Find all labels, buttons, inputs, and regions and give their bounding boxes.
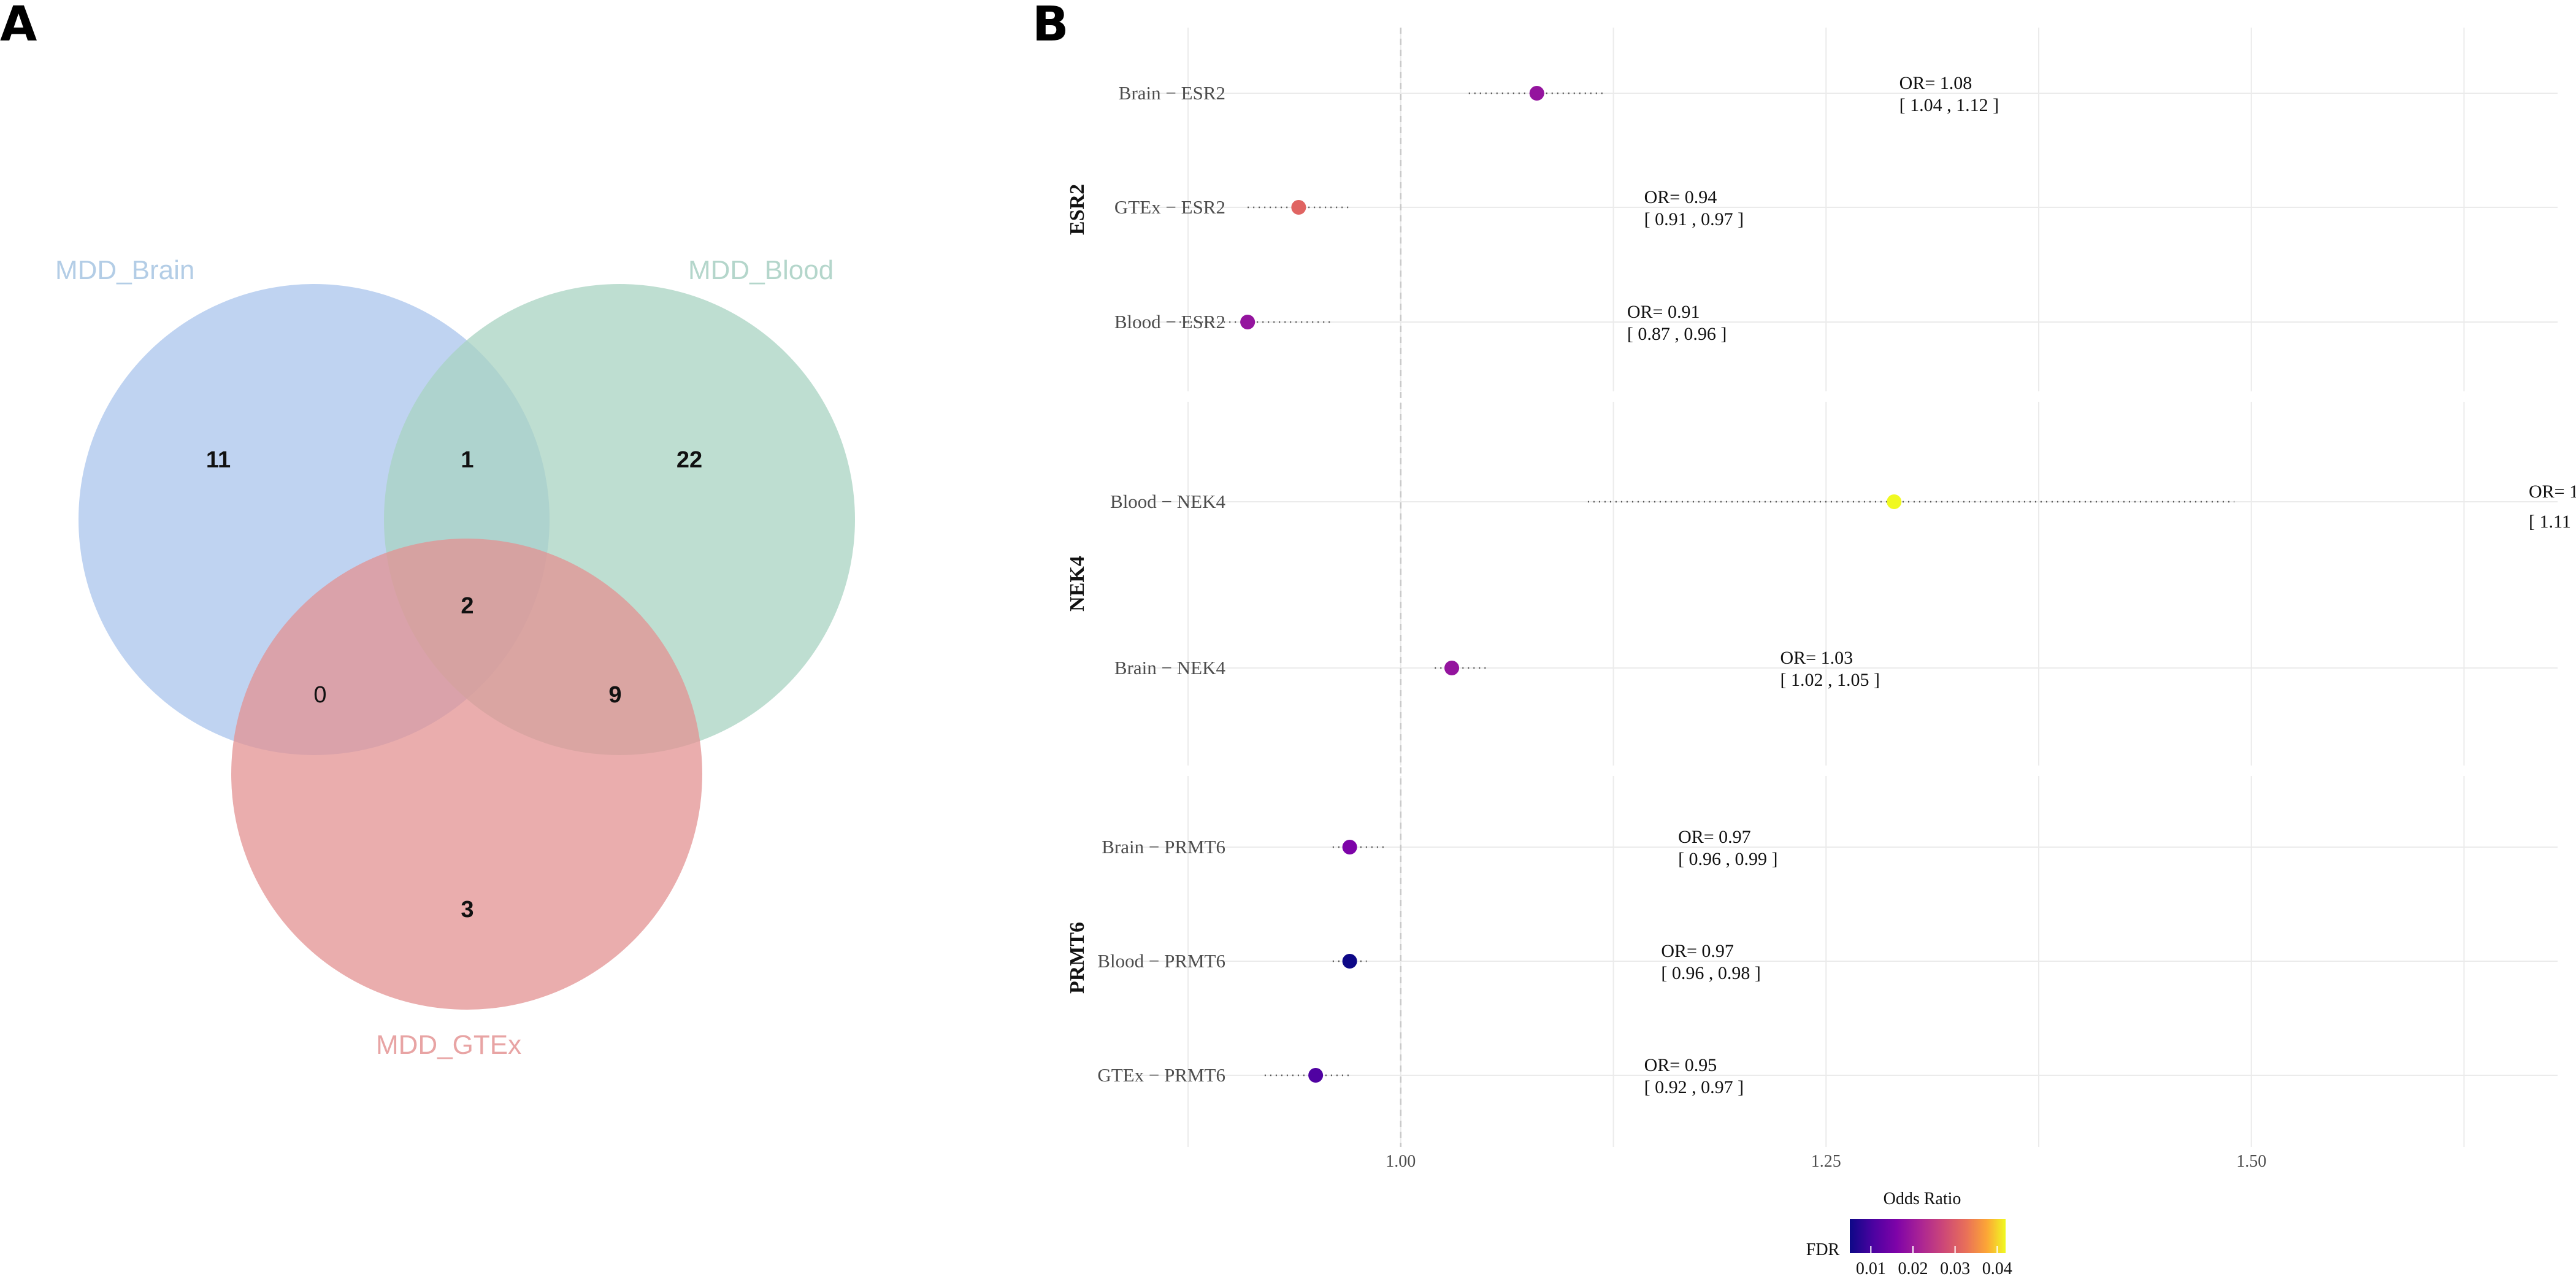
forest-ci-text-gtex-esr2: [ 0.91 , 0.97 ] bbox=[1644, 209, 1744, 229]
fdr-tick-label-0.01: 0.01 bbox=[1856, 1259, 1886, 1278]
forest-x-tick-1.50: 1.50 bbox=[2236, 1152, 2266, 1171]
forest-ci-text-brain-prmt6: [ 0.96 , 0.99 ] bbox=[1678, 849, 1777, 869]
forest-group-label-nek4: NEK4 bbox=[1066, 556, 1089, 612]
forest-rows: Brain − ESR2 OR= 1.08[ 1.04 , 1.12 ] GTEx … bbox=[1097, 73, 2576, 1097]
venn-set-label-brain: MDD_Brain bbox=[55, 255, 194, 285]
forest-row-label-brain-prmt6: Brain − PRMT6 bbox=[1102, 836, 1225, 858]
forest-point-gtex-prmt6 bbox=[1308, 1068, 1324, 1083]
fdr-legend-title: FDR bbox=[1806, 1240, 1840, 1259]
forest-row-label-blood-esr2: Blood − ESR2 bbox=[1114, 311, 1225, 332]
forest-point-blood-nek4 bbox=[1887, 494, 1902, 509]
forest-or-text-gtex-esr2: OR= 0.94 bbox=[1644, 187, 1717, 207]
fdr-legend-ticks: 0.01 0.02 0.03 0.04 bbox=[1856, 1246, 2012, 1278]
forest-point-blood-esr2 bbox=[1240, 315, 1255, 329]
venn-set-label-gtex: MDD_GTEx bbox=[376, 1030, 521, 1060]
forest-point-blood-prmt6 bbox=[1342, 954, 1357, 969]
forest-row-label-blood-prmt6: Blood − PRMT6 bbox=[1097, 950, 1225, 972]
forest-or-text-brain-prmt6: OR= 0.97 bbox=[1678, 827, 1751, 847]
fdr-colorbar bbox=[1850, 1219, 2006, 1253]
venn-set-label-blood: MDD_Blood bbox=[688, 255, 834, 285]
venn-circle-mdd-gtex bbox=[231, 539, 702, 1010]
forest-group-label-esr2: ESR2 bbox=[1066, 184, 1089, 235]
fdr-tick-label-0.03: 0.03 bbox=[1940, 1259, 1970, 1278]
forest-facet-gap bbox=[1043, 766, 2576, 776]
forest-row-label-brain-esr2: Brain − ESR2 bbox=[1119, 82, 1225, 104]
forest-group-labels: ESR2 NEK4 PRMT6 bbox=[1066, 184, 1089, 994]
forest-row-label-gtex-prmt6: GTEx − PRMT6 bbox=[1097, 1064, 1225, 1086]
forest-or-text-blood-esr2: OR= 0.91 bbox=[1627, 302, 1700, 322]
forest-or-text-blood-nek4: OR= 1.29 bbox=[2529, 482, 2576, 502]
forest-x-tick-1.25: 1.25 bbox=[1811, 1152, 1841, 1171]
venn-count-blood-only: 22 bbox=[677, 447, 702, 473]
venn-count-brain-only: 11 bbox=[206, 447, 231, 473]
venn-count-all-three: 2 bbox=[461, 593, 473, 619]
forest-row-label-gtex-esr2: GTEx − ESR2 bbox=[1114, 196, 1225, 218]
forest-row-label-brain-nek4: Brain − NEK4 bbox=[1114, 657, 1226, 678]
fdr-tick-label-0.04: 0.04 bbox=[1982, 1259, 2012, 1278]
venn-count-brain-gtex: 0 bbox=[313, 682, 326, 708]
forest-plot: Brain − ESR2 OR= 1.08[ 1.04 , 1.12 ] GTEx … bbox=[1043, 28, 2576, 1278]
forest-facet-gap bbox=[1043, 391, 2576, 402]
forest-ci-text-blood-nek4: [ 1.11 , 1.49 ] bbox=[2529, 512, 2576, 532]
forest-or-text-blood-prmt6: OR= 0.97 bbox=[1661, 941, 1734, 961]
forest-ci-text-blood-prmt6: [ 0.96 , 0.98 ] bbox=[1661, 963, 1760, 983]
panel-b-label: B bbox=[1032, 0, 1068, 52]
venn-count-blood-gtex: 9 bbox=[608, 682, 621, 708]
venn-count-gtex-only: 3 bbox=[461, 897, 473, 923]
venn-count-brain-blood: 1 bbox=[461, 447, 473, 473]
forest-or-text-brain-esr2: OR= 1.08 bbox=[1899, 73, 1972, 93]
venn-diagram: MDD_Brain MDD_Blood MDD_GTEx 11 1 22 2 0… bbox=[55, 255, 855, 1060]
forest-x-tick-1.00: 1.00 bbox=[1386, 1152, 1416, 1171]
forest-ci-text-brain-esr2: [ 1.04 , 1.12 ] bbox=[1899, 95, 1999, 115]
forest-x-axis-title: Odds Ratio bbox=[1884, 1189, 1961, 1208]
forest-grid bbox=[1043, 28, 2576, 1147]
panel-a-label: A bbox=[0, 0, 37, 52]
forest-group-label-prmt6: PRMT6 bbox=[1066, 922, 1089, 994]
forest-or-text-brain-nek4: OR= 1.03 bbox=[1781, 648, 1853, 668]
fdr-legend: FDR 0.01 0.02 0.03 0.04 bbox=[1806, 1219, 2012, 1278]
forest-point-gtex-esr2 bbox=[1291, 200, 1306, 215]
forest-ci-text-gtex-prmt6: [ 0.92 , 0.97 ] bbox=[1644, 1077, 1744, 1097]
forest-or-text-gtex-prmt6: OR= 0.95 bbox=[1644, 1055, 1717, 1075]
forest-x-ticks: 1.00 1.25 1.50 bbox=[1386, 1152, 2266, 1171]
forest-point-brain-esr2 bbox=[1529, 86, 1544, 101]
forest-ci-text-blood-esr2: [ 0.87 , 0.96 ] bbox=[1627, 324, 1727, 344]
forest-point-brain-nek4 bbox=[1444, 661, 1460, 675]
forest-row-label-blood-nek4: Blood − NEK4 bbox=[1110, 491, 1225, 512]
fdr-tick-label-0.02: 0.02 bbox=[1898, 1259, 1928, 1278]
forest-ci-text-brain-nek4: [ 1.02 , 1.05 ] bbox=[1781, 670, 1880, 690]
forest-point-brain-prmt6 bbox=[1342, 840, 1357, 854]
